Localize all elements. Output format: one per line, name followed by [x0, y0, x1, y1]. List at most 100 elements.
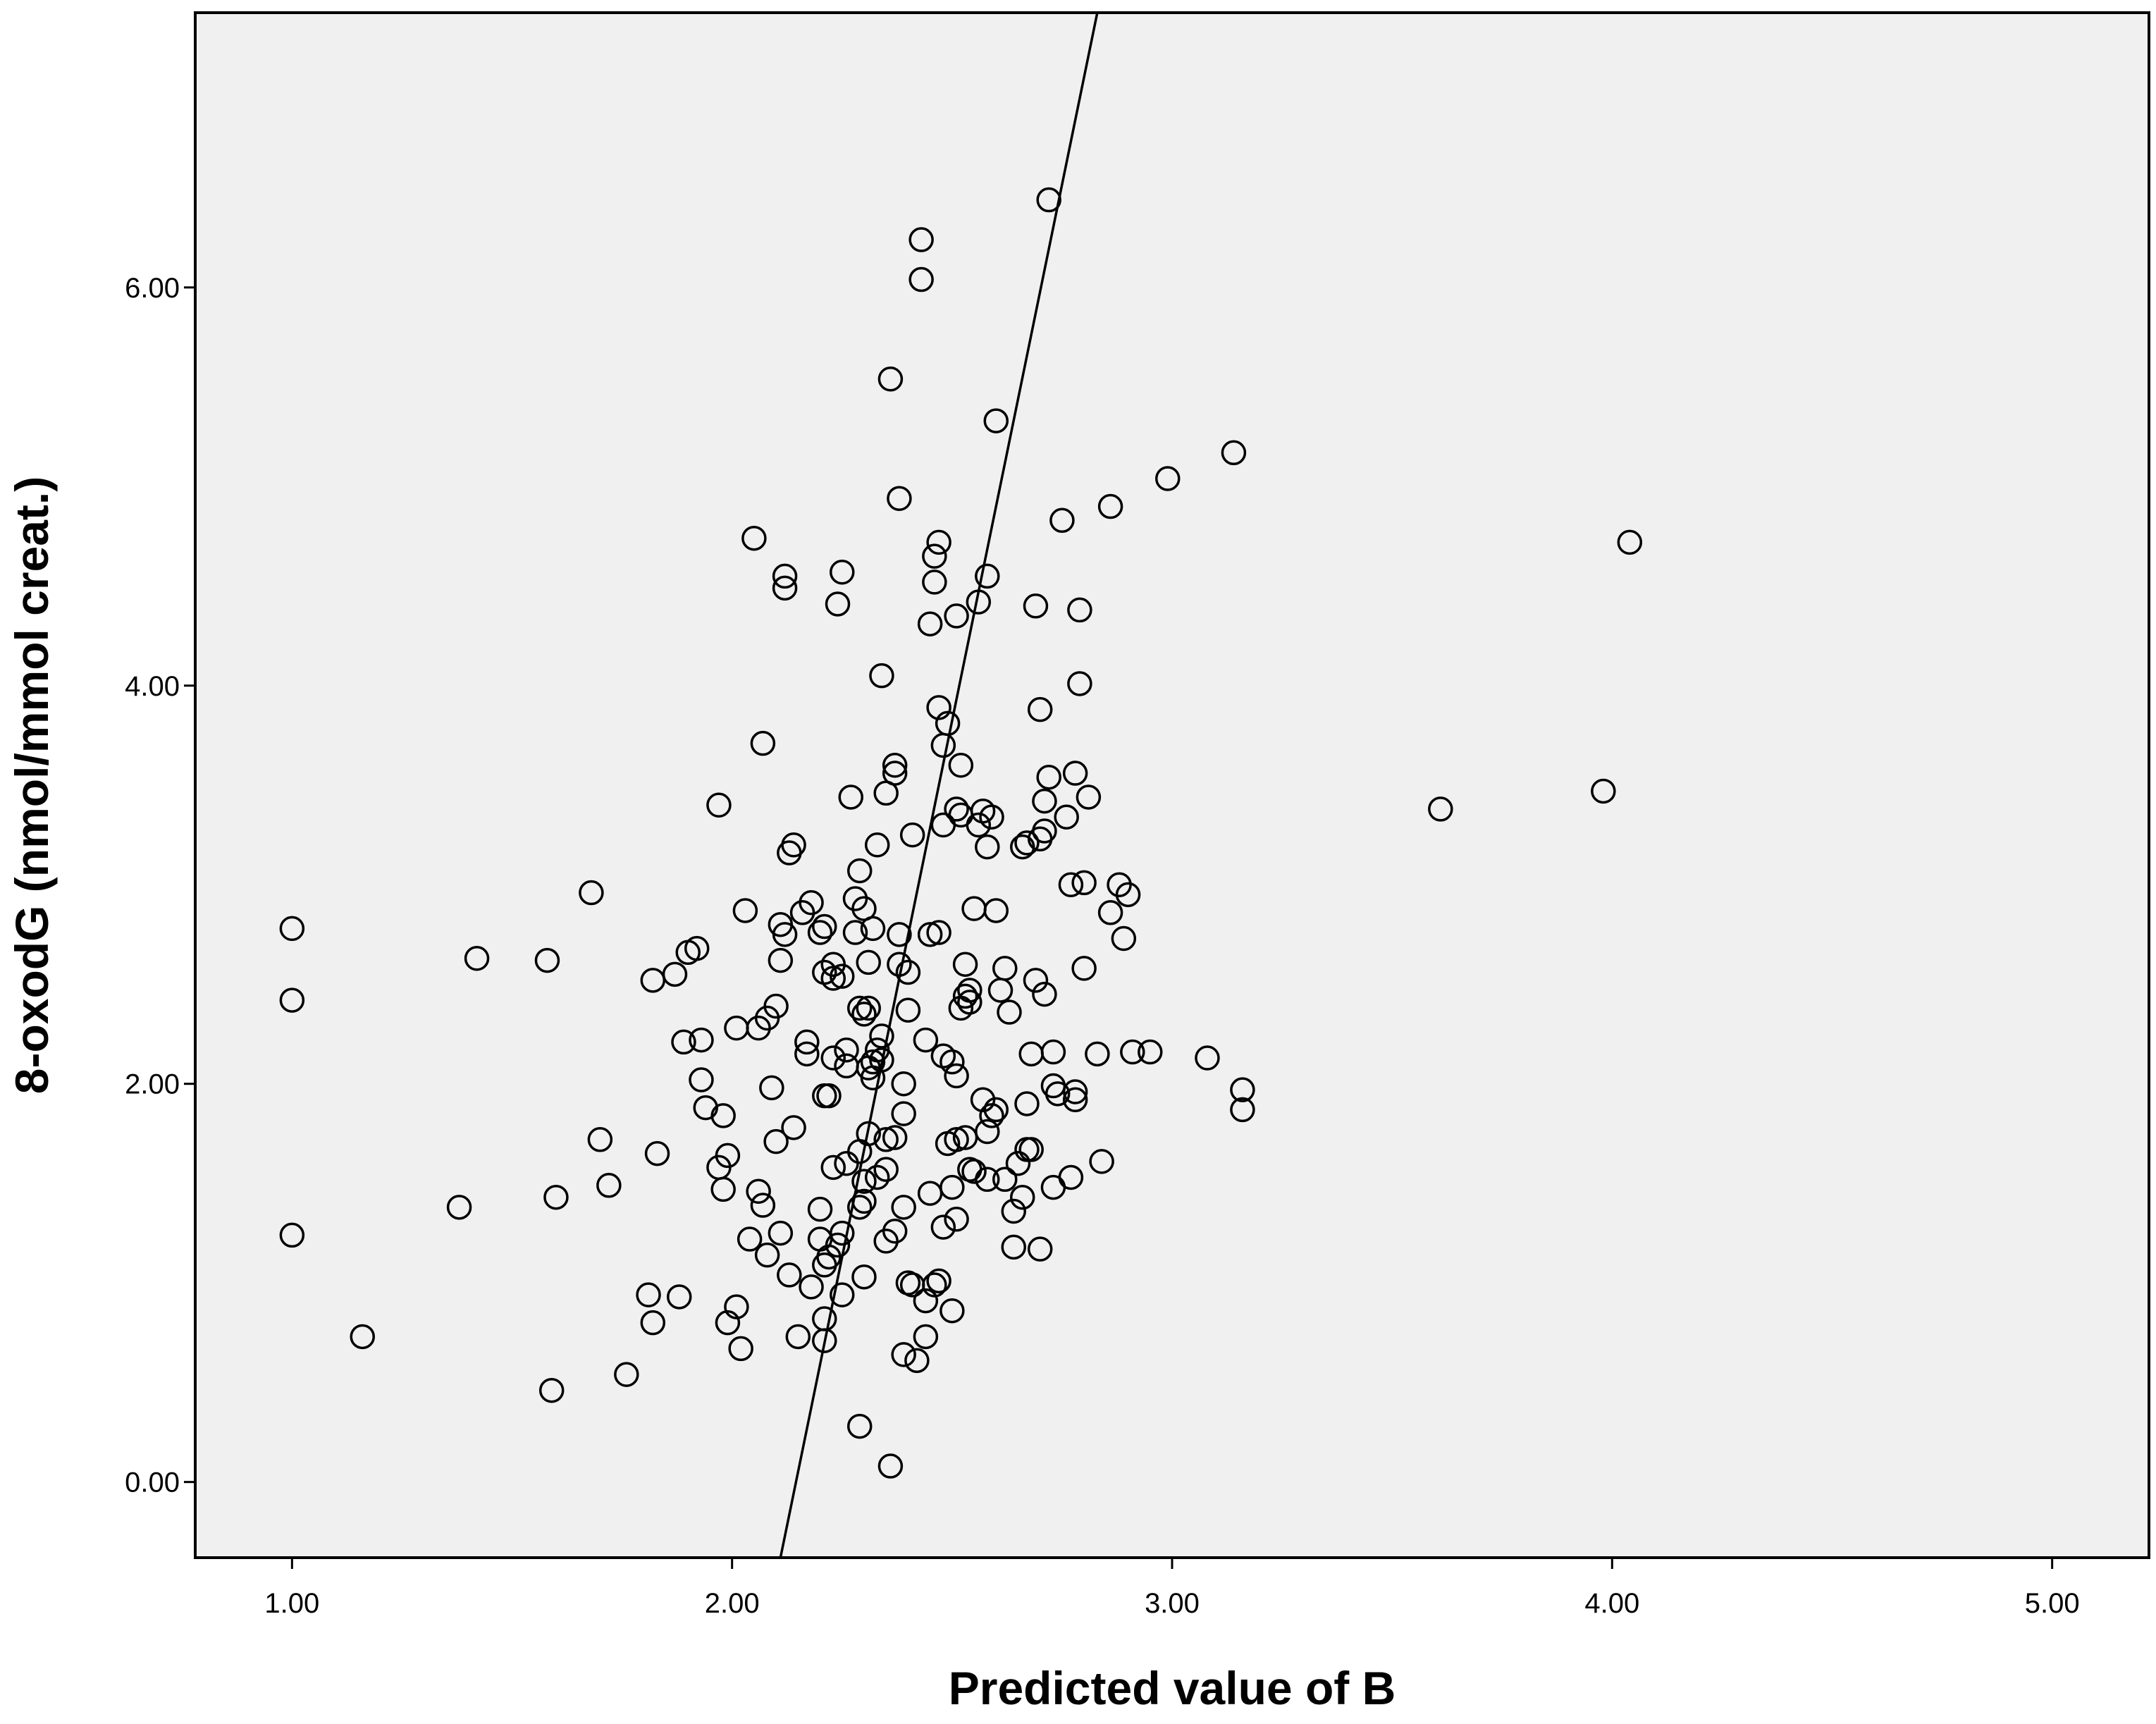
data-point: [846, 1195, 873, 1220]
data-point: [869, 663, 894, 689]
data-point: [820, 966, 846, 991]
data-point: [807, 1196, 833, 1222]
data-point: [966, 589, 992, 615]
data-point: [887, 486, 912, 511]
data-point: [614, 1362, 639, 1387]
data-point: [825, 1232, 851, 1258]
data-point: [715, 1310, 741, 1336]
y-tick-label: 0.00: [125, 1467, 180, 1498]
x-axis-title: Predicted value of B: [949, 1662, 1396, 1714]
data-point: [1062, 1087, 1088, 1113]
data-point: [922, 569, 947, 595]
data-point: [864, 1164, 890, 1190]
data-point: [350, 1324, 375, 1350]
data-point: [869, 1023, 894, 1049]
data-point: [1027, 696, 1053, 722]
data-point: [851, 1002, 877, 1027]
data-points: [279, 187, 1643, 1479]
data-point: [922, 543, 947, 569]
data-point: [830, 560, 855, 585]
x-tick-label: 1.00: [264, 1588, 319, 1619]
data-point: [1076, 784, 1102, 810]
data-point: [846, 995, 873, 1021]
data-point: [746, 1178, 771, 1204]
data-point: [1230, 1097, 1255, 1123]
data-point: [820, 1045, 846, 1071]
x-tick-label: 4.00: [1584, 1588, 1639, 1619]
data-point: [940, 1298, 965, 1324]
x-axis: 1.00 2.00 3.00 4.00 5.00: [264, 1558, 2080, 1619]
data-point: [975, 1166, 1000, 1193]
data-point: [1071, 870, 1097, 896]
data-point: [754, 1242, 780, 1268]
data-point: [1115, 882, 1141, 908]
data-point: [930, 1214, 956, 1240]
x-tick-label: 3.00: [1145, 1588, 1200, 1619]
data-point: [662, 961, 688, 987]
data-point: [887, 922, 912, 947]
data-point: [922, 1272, 947, 1298]
data-point: [710, 1176, 736, 1202]
data-point: [935, 710, 961, 737]
data-point: [794, 1029, 820, 1055]
data-point: [446, 1195, 472, 1220]
data-point: [1071, 956, 1097, 981]
data-point: [667, 1284, 692, 1310]
data-point: [891, 1071, 916, 1097]
data-point: [838, 784, 863, 810]
data-point: [279, 916, 305, 942]
data-point: [917, 922, 943, 947]
data-point: [1001, 1234, 1026, 1260]
data-point: [1040, 1039, 1066, 1065]
data-point: [1195, 1045, 1220, 1071]
data-point: [957, 990, 982, 1015]
data-point: [812, 1328, 837, 1353]
data-point: [856, 1121, 881, 1147]
data-point: [1023, 968, 1049, 993]
data-point: [279, 1222, 305, 1248]
data-point: [851, 1188, 877, 1214]
data-point: [940, 1049, 965, 1075]
x-tick-label: 2.00: [705, 1588, 760, 1619]
data-point: [830, 1220, 855, 1246]
data-point: [834, 1037, 859, 1063]
data-point: [706, 792, 732, 818]
data-point: [877, 367, 904, 392]
data-point: [1085, 1041, 1110, 1067]
data-point: [873, 1127, 899, 1152]
data-point: [877, 1453, 904, 1479]
data-point: [1617, 529, 1643, 555]
data-point: [684, 935, 710, 961]
data-point: [860, 916, 886, 942]
data-point: [1005, 1150, 1031, 1176]
data-point: [869, 1047, 894, 1073]
data-point: [979, 804, 1004, 830]
data-point: [1097, 493, 1123, 519]
data-point: [781, 1115, 806, 1140]
data-point: [825, 591, 851, 617]
data-point: [926, 529, 951, 555]
data-point: [904, 1348, 930, 1374]
data-point: [1054, 804, 1079, 830]
data-point: [895, 959, 921, 985]
y-tick-label: 6.00: [125, 273, 180, 304]
data-point: [1230, 1077, 1255, 1102]
data-point: [1032, 788, 1057, 814]
data-point: [1058, 872, 1084, 897]
data-point: [1014, 1091, 1040, 1116]
data-point: [1058, 1164, 1084, 1190]
data-point: [750, 730, 776, 756]
data-point: [944, 1063, 969, 1089]
data-point: [689, 1067, 714, 1092]
data-point: [1036, 764, 1061, 790]
data-point: [768, 947, 794, 973]
data-point: [908, 266, 934, 293]
data-point: [763, 993, 789, 1019]
data-point: [768, 1220, 794, 1246]
data-point: [807, 920, 833, 945]
data-point: [856, 949, 881, 975]
data-point: [975, 834, 1000, 860]
data-point: [816, 1083, 842, 1109]
data-point: [1032, 981, 1057, 1007]
data-point: [979, 1103, 1004, 1128]
